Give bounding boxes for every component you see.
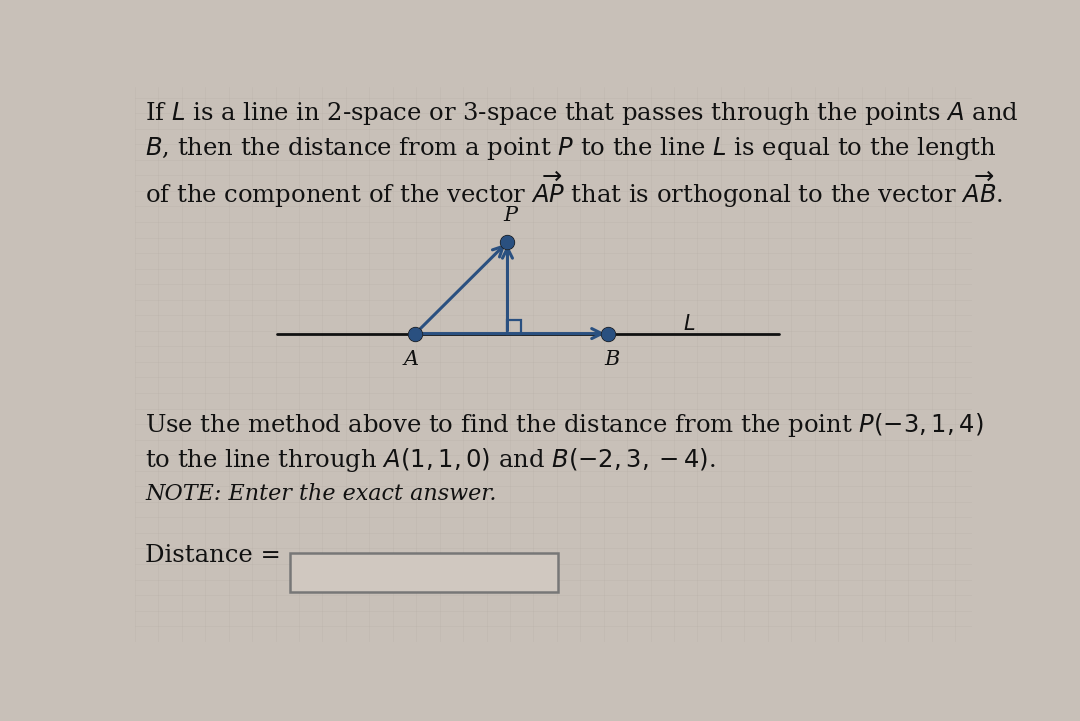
FancyBboxPatch shape (289, 553, 557, 592)
Text: P: P (503, 206, 517, 225)
Text: B: B (605, 350, 620, 369)
Text: to the line through $A(1, 1, 0)$ and $B(-2, 3, -4)$.: to the line through $A(1, 1, 0)$ and $B(… (145, 446, 716, 474)
Text: If $L$ is a line in 2-space or 3-space that passes through the points $A$ and: If $L$ is a line in 2-space or 3-space t… (145, 100, 1018, 128)
Text: of the component of the vector $\overrightarrow{AP}$ that is orthogonal to the v: of the component of the vector $\overrig… (145, 169, 1003, 210)
Text: $B$, then the distance from a point $P$ to the line $L$ is equal to the length: $B$, then the distance from a point $P$ … (145, 135, 997, 162)
Text: NOTE: Enter the exact answer.: NOTE: Enter the exact answer. (145, 484, 497, 505)
Text: $L$: $L$ (684, 314, 696, 334)
Text: Use the method above to find the distance from the point $P(-3, 1, 4)$: Use the method above to find the distanc… (145, 411, 984, 439)
Text: Distance =: Distance = (145, 544, 281, 567)
Text: A: A (404, 350, 419, 369)
